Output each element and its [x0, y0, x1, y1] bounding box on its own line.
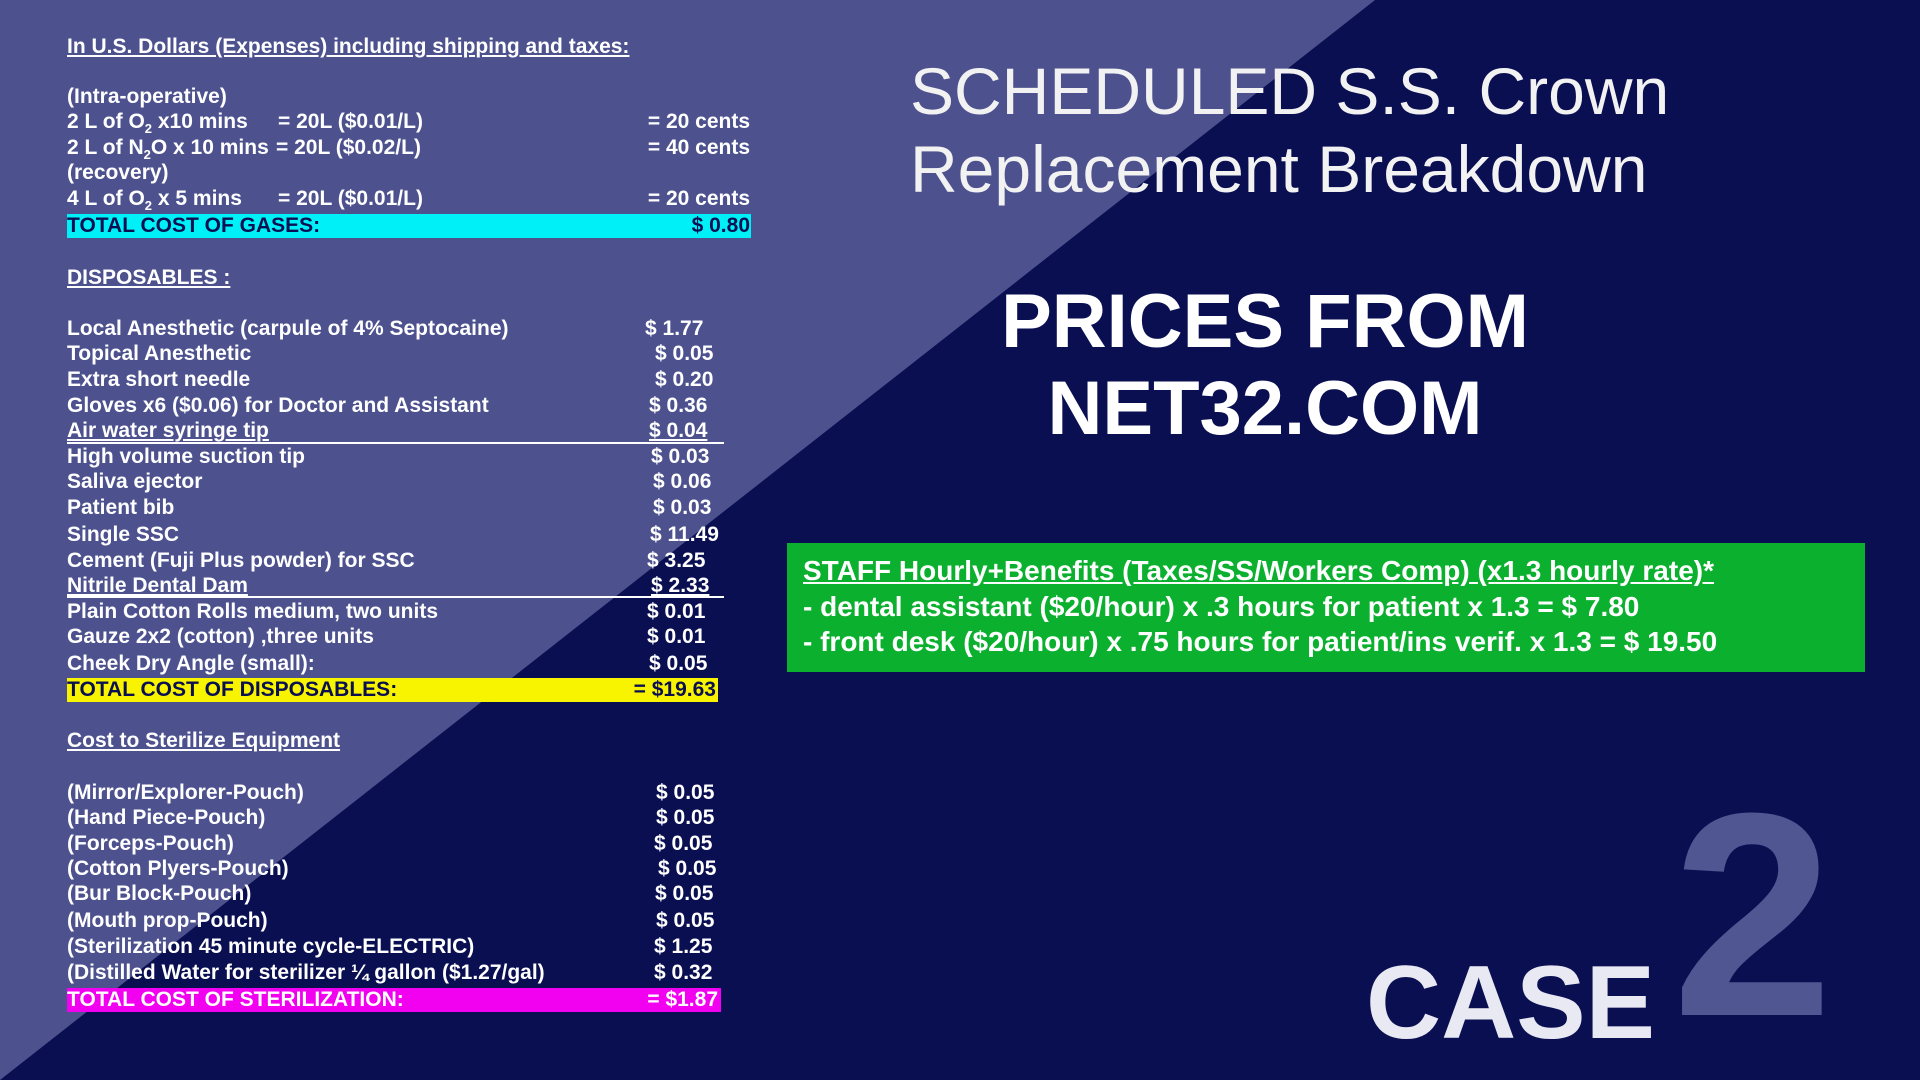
sterilization-value: $ 0.05: [656, 806, 715, 829]
intra-operative-label: (Intra-operative): [67, 85, 227, 108]
gas-row-1-value: = 20 cents: [647, 110, 750, 133]
gas-row-1-formula: = 20L ($0.01/L): [278, 110, 423, 133]
sterilization-label: (Mirror/Explorer-Pouch): [67, 781, 304, 804]
sterilization-value: $ 0.05: [654, 832, 713, 855]
disposable-label: Gloves x6 ($0.06) for Doctor and Assista…: [67, 394, 489, 417]
sterilization-value: $ 1.25: [654, 935, 713, 958]
gases-total-label: TOTAL COST OF GASES:: [67, 214, 321, 237]
prices-from-line-1: PRICES FROM: [1001, 279, 1529, 364]
disposables-total-label: TOTAL COST OF DISPOSABLES:: [67, 678, 398, 701]
disposable-label: Patient bib: [67, 496, 175, 519]
gas-row-3-value: = 20 cents: [647, 187, 750, 210]
disposable-label: Nitrile Dental Dam: [67, 574, 248, 597]
disposable-value: $ 0.20: [655, 368, 714, 391]
gases-total-value: $ 0.80: [691, 214, 750, 237]
sterilization-total-label: TOTAL COST OF STERILIZATION:: [67, 988, 404, 1011]
gas-row-2-value: = 40 cents: [647, 136, 750, 159]
sterilization-label: (Sterilization 45 minute cycle-ELECTRIC): [67, 935, 475, 958]
sterilization-value: $ 0.05: [656, 781, 715, 804]
sterilization-value: $ 0.32: [654, 961, 713, 984]
disposable-label: Single SSC: [67, 523, 180, 546]
disposable-label: Plain Cotton Rolls medium, two units: [67, 600, 438, 623]
disposable-value: $ 0.03: [651, 445, 710, 468]
sterilization-label: (Bur Block-Pouch): [67, 882, 252, 905]
sterilization-label: (Hand Piece-Pouch): [67, 806, 266, 829]
disposables-heading: DISPOSABLES :: [67, 266, 231, 289]
disposable-value: $ 1.77: [645, 317, 704, 340]
disposable-value: $ 0.05: [655, 342, 714, 365]
gas-row-3-formula: = 20L ($0.01/L): [278, 187, 423, 210]
sterilization-value: $ 0.05: [655, 882, 714, 905]
sterilization-label: (Cotton Plyers-Pouch): [67, 857, 289, 880]
disposables-total-value: = $19.63: [633, 678, 716, 701]
slide-title-line-2: Replacement Breakdown: [910, 132, 1648, 206]
sterilization-label: (Forceps-Pouch): [67, 832, 234, 855]
disposable-value: $ 0.01: [647, 600, 706, 623]
prices-from-line-2: NET32.COM: [1047, 366, 1483, 451]
gas-row-1-label: 2 L of O2 x10 mins: [67, 110, 248, 137]
gas-row-2-formula: = 20L ($0.02/L): [276, 136, 421, 159]
disposables-total-highlight: [67, 678, 718, 702]
disposable-label: Topical Anesthetic: [67, 342, 252, 365]
disposable-label: Saliva ejector: [67, 470, 203, 493]
disposable-value: $ 0.06: [653, 470, 712, 493]
sterilization-total-highlight: [67, 988, 721, 1012]
gas-row-3-label: 4 L of O2 x 5 mins: [67, 187, 242, 214]
disposable-label: Gauze 2x2 (cotton) ,three units: [67, 625, 374, 648]
disposable-value: $ 0.36: [649, 394, 708, 417]
disposable-value: $ 0.05: [649, 652, 708, 675]
sterilization-heading: Cost to Sterilize Equipment: [67, 729, 341, 752]
gas-row-2-label: 2 L of N2O x 10 mins: [67, 136, 269, 163]
disposable-value: $ 0.04: [649, 419, 708, 442]
disposable-label: Cement (Fuji Plus powder) for SSC: [67, 549, 415, 572]
staff-heading: STAFF Hourly+Benefits (Taxes/SS/Workers …: [803, 555, 1714, 586]
staff-front-desk: - front desk ($20/hour) x .75 hours for …: [803, 626, 1718, 657]
disposable-label: Cheek Dry Angle (small):: [67, 652, 315, 675]
sterilization-total-value: = $1.87: [647, 988, 718, 1011]
disposable-value: $ 11.49: [650, 523, 719, 546]
sterilization-label: (Distilled Water for sterilizer ¼ gallon…: [67, 961, 545, 984]
slide-title-line-1: SCHEDULED S.S. Crown: [910, 54, 1670, 128]
disposable-value: $ 0.01: [647, 625, 706, 648]
recovery-label: (recovery): [67, 161, 169, 184]
disposable-label: Air water syringe tip: [67, 419, 269, 442]
case-word: CASE: [1366, 945, 1655, 1061]
sterilization-value: $ 0.05: [658, 857, 717, 880]
disposable-value: $ 3.25: [647, 549, 706, 572]
staff-cost-box: STAFF Hourly+Benefits (Taxes/SS/Workers …: [787, 543, 1865, 672]
gases-total-highlight: [67, 214, 751, 238]
sterilization-value: $ 0.05: [656, 909, 715, 932]
case-number: 2: [1672, 753, 1834, 1077]
disposable-value: $ 0.03: [653, 496, 712, 519]
disposable-label: High volume suction tip: [67, 445, 306, 468]
disposable-label: Local Anesthetic (carpule of 4% Septocai…: [67, 317, 509, 340]
disposable-value: $ 2.33: [651, 574, 710, 597]
expenses-header: In U.S. Dollars (Expenses) including shi…: [67, 35, 630, 58]
sterilization-label: (Mouth prop-Pouch): [67, 909, 268, 932]
disposable-label: Extra short needle: [67, 368, 251, 391]
staff-dental-assistant: - dental assistant ($20/hour) x .3 hours…: [803, 591, 1640, 622]
